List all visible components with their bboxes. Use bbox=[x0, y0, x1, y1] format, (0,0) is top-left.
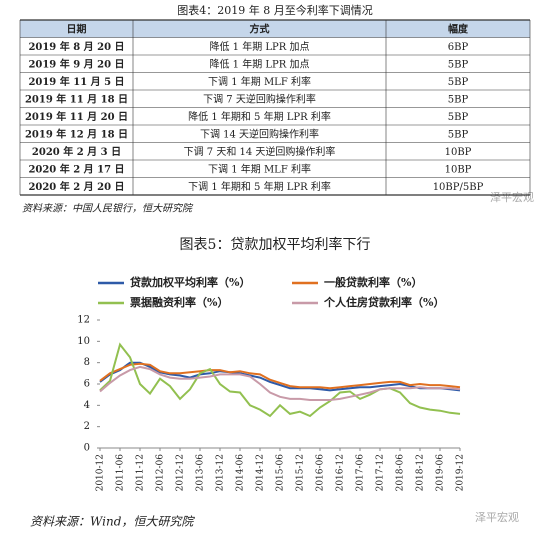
x-tick-label: 2016-12 bbox=[336, 454, 346, 491]
table-cell: 下调 7 天逆回购操作利率 bbox=[203, 92, 316, 105]
table-cell: 5BP bbox=[448, 94, 469, 105]
table-cell: 2019 年 8 月 20 日 bbox=[28, 40, 124, 53]
series-line bbox=[99, 361, 461, 392]
table-source: 资料来源：中国人民银行，恒大研究院 bbox=[22, 203, 194, 215]
chart-source: 资料来源：Wind，恒大研究院 bbox=[30, 515, 195, 529]
table-caption: 图表4：2019 年 8 月至今利率下调情况 bbox=[177, 3, 372, 17]
x-tick-label: 2011-06 bbox=[116, 454, 126, 492]
table-cell: 2020 年 2 月 17 日 bbox=[28, 162, 124, 175]
y-tick-label: 0 bbox=[84, 443, 90, 454]
table-header-cell: 幅度 bbox=[448, 22, 469, 35]
x-tick-label: 2017-12 bbox=[376, 454, 386, 491]
x-tick-label: 2019-12 bbox=[456, 454, 466, 491]
table-header-cell: 日期 bbox=[67, 22, 87, 35]
x-tick-label: 2013-12 bbox=[216, 454, 226, 491]
table-cell: 6BP bbox=[448, 42, 469, 53]
table-cell: 5BP bbox=[448, 59, 469, 70]
x-tick-label: 2015-06 bbox=[276, 454, 286, 492]
x-tick-label: 2014-06 bbox=[236, 454, 246, 492]
y-tick-label: 8 bbox=[84, 357, 90, 368]
watermark: 泽平宏观 bbox=[490, 190, 534, 204]
x-tick-label: 2018-06 bbox=[396, 454, 406, 492]
table-cell: 2019 年 11 月 20 日 bbox=[25, 110, 128, 123]
table-header-cell: 方式 bbox=[250, 22, 270, 35]
table-header-bg bbox=[20, 20, 530, 38]
x-tick-label: 2012-06 bbox=[156, 454, 166, 492]
table-cell: 降低 1 年期 LPR 加点 bbox=[210, 40, 310, 53]
legend-label: 票据融资利率（%） bbox=[130, 295, 228, 309]
table-cell: 10BP bbox=[445, 164, 472, 175]
table-cell: 2020 年 2 月 3 日 bbox=[32, 145, 121, 158]
legend-label: 贷款加权平均利率（%） bbox=[130, 275, 250, 289]
series-line bbox=[99, 362, 461, 390]
table-cell: 降低 1 年期和 5 年期 LPR 利率 bbox=[188, 110, 331, 123]
table-cell: 5BP bbox=[448, 77, 469, 88]
x-tick-label: 2016-06 bbox=[316, 454, 326, 492]
y-tick-label: 10 bbox=[77, 336, 90, 347]
y-tick-label: 6 bbox=[84, 379, 90, 390]
series-line bbox=[99, 342, 461, 418]
x-tick-label: 2017-06 bbox=[356, 454, 366, 492]
table-cell: 下调 14 天逆回购操作利率 bbox=[200, 127, 319, 140]
x-tick-label: 2015-12 bbox=[296, 454, 306, 491]
x-tick-label: 2011-12 bbox=[136, 454, 146, 491]
x-tick-label: 2014-12 bbox=[256, 454, 266, 491]
y-tick-label: 2 bbox=[84, 421, 90, 432]
table-cell: 5BP bbox=[448, 129, 469, 140]
watermark: 泽平宏观 bbox=[475, 510, 519, 524]
x-tick-label: 2012-12 bbox=[176, 454, 186, 491]
y-tick-label: 4 bbox=[84, 400, 90, 411]
table-cell: 下调 7 天和 14 天逆回购操作利率 bbox=[184, 145, 336, 158]
x-tick-label: 2010-12 bbox=[96, 454, 106, 491]
table-cell: 2019 年 11 月 18 日 bbox=[25, 92, 128, 105]
legend-label: 个人住房贷款利率（%） bbox=[323, 295, 444, 309]
x-tick-label: 2013-06 bbox=[196, 454, 206, 492]
y-tick-label: 12 bbox=[77, 315, 90, 326]
table-cell: 2020 年 2 月 20 日 bbox=[28, 180, 124, 193]
table-cell: 2019 年 9 月 20 日 bbox=[28, 57, 124, 70]
table-cell: 下调 1 年期和 5 年期 LPR 利率 bbox=[188, 180, 331, 193]
series-line bbox=[99, 365, 461, 401]
chart-title: 图表5：贷款加权平均利率下行 bbox=[180, 236, 371, 253]
x-tick-label: 2018-12 bbox=[416, 454, 426, 491]
table-cell: 5BP bbox=[448, 112, 469, 123]
table-cell: 10BP/5BP bbox=[433, 182, 484, 193]
table-cell: 下调 1 年期 MLF 利率 bbox=[208, 75, 311, 88]
x-tick-label: 2019-06 bbox=[436, 454, 446, 492]
table-cell: 下调 1 年期 MLF 利率 bbox=[208, 162, 311, 175]
table-cell: 10BP bbox=[445, 147, 472, 158]
table-cell: 降低 1 年期 LPR 加点 bbox=[210, 57, 310, 70]
table-cell: 2019 年 11 月 5 日 bbox=[28, 75, 124, 88]
legend-label: 一般贷款利率（%） bbox=[324, 275, 422, 289]
table-cell: 2019 年 12 月 18 日 bbox=[25, 127, 128, 140]
